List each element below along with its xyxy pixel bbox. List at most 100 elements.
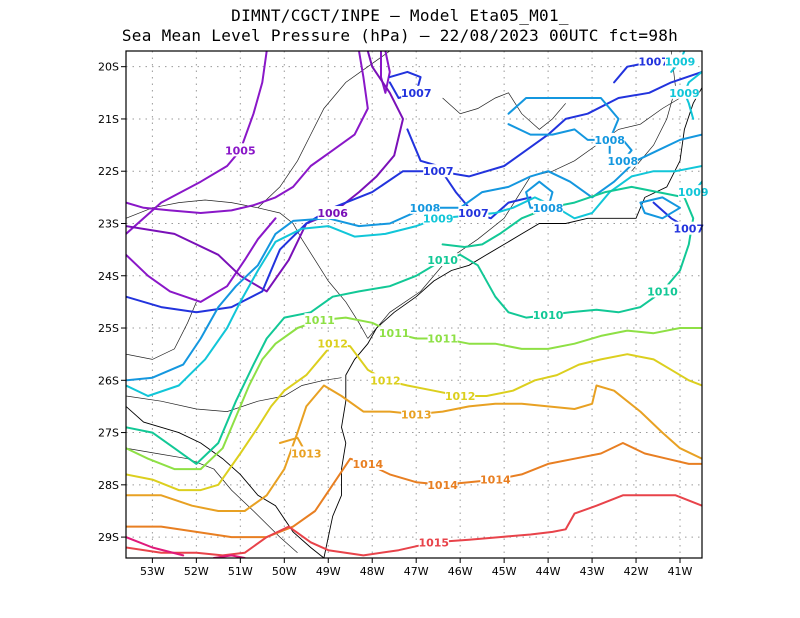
lon-tick-label: 44W (536, 565, 561, 578)
isobar-1005 (126, 51, 268, 235)
isobar-label-1006: 1006 (317, 207, 348, 220)
isobar-label-bg (427, 477, 458, 491)
isobar-label-1007: 1007 (673, 223, 704, 236)
isobar-label-bg (291, 446, 322, 460)
isobar-label-1010: 1010 (647, 285, 678, 298)
isobar-label-1008: 1008 (608, 155, 639, 168)
isobar-label-1011: 1011 (379, 327, 410, 340)
lat-tick-label: 27S (98, 427, 119, 440)
lon-tick-label: 53W (140, 565, 165, 578)
isobar-label-1012: 1012 (317, 338, 348, 351)
state-border-line (126, 377, 342, 412)
lon-tick-label: 51W (228, 565, 253, 578)
lat-tick-label: 21S (98, 113, 119, 126)
state-border-line (126, 199, 369, 339)
isobar-label-bg (665, 54, 696, 68)
isobar-label-1014: 1014 (427, 479, 458, 492)
isobar-label-1007: 1007 (423, 165, 454, 178)
isobar-1016 (126, 536, 185, 557)
isobar-label-bg (379, 326, 410, 340)
lon-tick-label: 48W (360, 565, 385, 578)
isobar-label-bg (317, 206, 348, 220)
lon-tick-label: 45W (492, 565, 517, 578)
isobar-label-1011: 1011 (427, 332, 458, 345)
isobar-1008 (507, 97, 620, 141)
isobar-label-bg (678, 185, 709, 199)
map-title-line1: DIMNT/CGCT/INPE — Model Eta05_M01_ (231, 6, 569, 25)
lon-tick-label: 41W (668, 565, 693, 578)
isobar-1005 (126, 51, 369, 214)
lon-tick-label: 43W (580, 565, 605, 578)
isobar-label-bg (427, 253, 458, 267)
isobar-label-bg (352, 456, 383, 470)
state-border-line (257, 51, 391, 209)
isobar-label-bg (445, 388, 476, 402)
isobar-label-bg (423, 164, 454, 178)
isobar-1005 (380, 51, 391, 94)
isobar-label-bg (304, 313, 335, 327)
isobar-label-bg (409, 200, 440, 214)
state-border-line (126, 301, 197, 360)
lon-tick-label: 49W (316, 565, 341, 578)
map-title-line2: Sea Mean Level Pressure (hPa) — 22/08/20… (121, 26, 679, 45)
isobar-1008 (525, 180, 554, 209)
isobar-label-1009: 1009 (669, 87, 700, 100)
graticule-grid (126, 51, 702, 558)
isobar-label-bg (594, 132, 625, 146)
isobar-label-1015: 1015 (418, 536, 449, 549)
state-border-line (631, 51, 676, 172)
isobar-label-1012: 1012 (445, 390, 476, 403)
isobar-label-1005: 1005 (225, 144, 256, 157)
isobar-1007 (406, 128, 532, 220)
lat-tick-label: 29S (98, 531, 119, 544)
isobar-label-1014: 1014 (353, 458, 384, 471)
isobar-label-bg (225, 143, 256, 157)
isobar-label-1013: 1013 (401, 408, 432, 421)
isobar-label-1009: 1009 (678, 186, 709, 199)
axis-ticks: 53W 52W 51W 50W 49W 48W 47W 46W 45W 44W 43W 42W 41W 2… (98, 61, 693, 578)
isobar-label-bg (423, 211, 454, 225)
lat-tick-label: 24S (98, 270, 119, 283)
lat-tick-label: 26S (98, 374, 119, 387)
isobar-label-bg (427, 331, 458, 345)
isobar-label-1007: 1007 (401, 87, 432, 100)
isobar-1016 (212, 554, 246, 558)
isobar-label-bg (647, 284, 678, 298)
isobar-label-bg (401, 407, 432, 421)
isobar-label-1007: 1007 (638, 55, 669, 68)
isobar-1008 (639, 196, 681, 220)
state-border-line (442, 92, 566, 130)
lat-tick-label: 23S (98, 217, 119, 230)
isobar-label-bg (669, 85, 700, 99)
map-frame (125, 50, 703, 559)
isobar-label-bg (638, 54, 669, 68)
lon-tick-label: 47W (404, 565, 429, 578)
isobar-label-bg (533, 307, 564, 321)
isobar-label-bg (458, 206, 489, 220)
coastline (323, 87, 702, 558)
lon-tick-label: 42W (624, 565, 649, 578)
isobar-label-1013: 1013 (291, 447, 322, 460)
isobar-1007 (388, 70, 422, 99)
lat-tick-label: 28S (98, 479, 119, 492)
isobar-label-1010: 1010 (427, 254, 458, 267)
isobar-labels: 1005 1006 1007 1007 1007 1007 1007 1008 1008 1008… (225, 54, 709, 549)
isobar-label-bg (317, 336, 348, 350)
isobar-label-1008: 1008 (533, 202, 564, 215)
isobar-label-bg (401, 85, 432, 99)
isobar-label-1008: 1008 (594, 134, 625, 147)
isobar-label-bg (533, 200, 564, 214)
isobar-1005 (126, 217, 277, 303)
isobar-label-1012: 1012 (370, 374, 401, 387)
isobar-label-bg (370, 373, 401, 387)
lon-tick-label: 50W (272, 565, 297, 578)
lon-tick-label: 46W (448, 565, 473, 578)
lat-tick-label: 22S (98, 165, 119, 178)
lon-tick-label: 52W (184, 565, 209, 578)
isobar-label-bg (480, 472, 511, 486)
lat-tick-label: 25S (98, 322, 119, 335)
isobar-label-1010: 1010 (533, 309, 564, 322)
isobar-label-1007: 1007 (458, 207, 489, 220)
isobar-label-1009: 1009 (423, 212, 454, 225)
